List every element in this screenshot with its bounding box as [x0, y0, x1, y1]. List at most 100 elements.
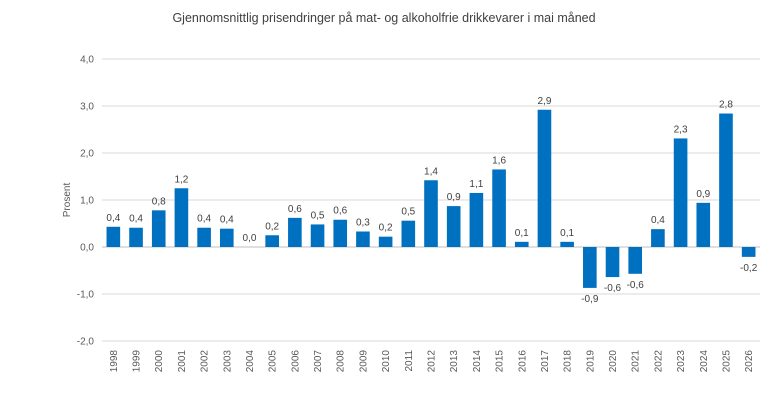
x-tick-label: 1999 — [132, 350, 143, 373]
y-tick-label: 4,0 — [80, 55, 94, 66]
bar-2005 — [265, 235, 279, 247]
x-tick-label: 2022 — [653, 350, 664, 373]
bar-2017 — [537, 109, 552, 247]
x-tick-label: 2026 — [744, 350, 755, 373]
bar-2002 — [197, 227, 211, 247]
bar-2023 — [673, 138, 688, 247]
x-tick-label: 2024 — [699, 350, 710, 373]
data-label: 0,2 — [379, 223, 393, 234]
bar-2020 — [605, 247, 620, 278]
y-tick-label: 1,0 — [80, 196, 94, 207]
x-tick-label: 2020 — [608, 350, 619, 373]
chart-title: Gjennomsnittlig prisendringer på mat- og… — [172, 11, 595, 25]
data-label: 0,9 — [696, 189, 710, 200]
x-tick-label: 2002 — [200, 350, 211, 373]
data-label: 0,4 — [220, 215, 234, 226]
x-tick-label: 2025 — [721, 350, 732, 373]
bar-2014 — [469, 192, 484, 247]
x-tick-label: 2012 — [427, 350, 438, 373]
x-tick-label: 2019 — [585, 350, 596, 373]
bar-2024 — [696, 202, 711, 247]
data-label: 0,1 — [560, 228, 574, 239]
bar-2013 — [446, 206, 461, 247]
data-label: -0,6 — [604, 283, 622, 294]
x-tick-label: 2007 — [313, 350, 324, 373]
data-label: 1,4 — [424, 166, 438, 177]
data-label: 0,3 — [356, 217, 370, 228]
data-label: 0,5 — [401, 207, 415, 218]
x-tick-label: 2009 — [358, 350, 369, 373]
bar-2003 — [219, 228, 234, 247]
bar-2021 — [628, 247, 643, 274]
data-label: 0,2 — [265, 221, 279, 232]
bar-2001 — [174, 188, 189, 247]
y-axis-title: Prosent — [62, 183, 73, 218]
x-tick-label: 2011 — [404, 350, 415, 372]
data-label: -0,2 — [740, 263, 758, 274]
x-tick-label: 1998 — [109, 350, 120, 373]
y-tick-label: -1,0 — [77, 290, 95, 301]
bar-2009 — [356, 231, 370, 247]
x-tick-label: 2008 — [336, 350, 347, 373]
y-tick-label: -2,0 — [77, 337, 95, 348]
bar-2022 — [651, 229, 665, 247]
bar-2026 — [741, 247, 756, 257]
data-label: 2,9 — [537, 96, 551, 107]
x-tick-label: 2000 — [154, 350, 165, 373]
y-tick-label: 3,0 — [80, 102, 94, 113]
x-tick-label: 2014 — [472, 350, 483, 373]
data-label: 0,4 — [651, 215, 665, 226]
x-tick-label: 2018 — [563, 350, 574, 373]
data-label: 0,4 — [106, 213, 120, 224]
bars — [106, 109, 756, 288]
bar-2016 — [514, 241, 529, 247]
x-tick-label: 2001 — [177, 350, 188, 373]
data-label: -0,6 — [627, 280, 645, 291]
x-tick-label: 2021 — [631, 350, 642, 373]
bar-2008 — [333, 219, 348, 247]
data-label: 0,4 — [197, 214, 211, 225]
bar-2019 — [583, 247, 597, 288]
y-tick-label: 0,0 — [80, 243, 94, 254]
data-label: 0,8 — [152, 196, 166, 207]
data-label: 0,6 — [288, 204, 302, 215]
data-label: 0,6 — [333, 206, 347, 217]
bar-1998 — [106, 226, 121, 247]
x-tick-label: 2006 — [290, 350, 301, 373]
data-label: 0,0 — [243, 233, 257, 244]
data-label: 1,6 — [492, 155, 506, 166]
bar-2018 — [560, 241, 574, 247]
x-tick-label: 2003 — [222, 350, 233, 373]
x-tick-label: 2017 — [540, 350, 551, 373]
bar-2015 — [492, 169, 506, 247]
y-tick-label: 2,0 — [80, 149, 94, 160]
bar-2025 — [719, 113, 733, 248]
bar-2006 — [288, 217, 302, 247]
x-tick-label: 2010 — [381, 350, 392, 373]
data-label: 1,2 — [174, 174, 188, 185]
x-axis-ticks: 1998 1999 2000 2001 2002 2003 2004 2005 2006 2007… — [109, 350, 755, 373]
data-label: 1,1 — [469, 179, 483, 190]
x-tick-label: 2023 — [676, 350, 687, 373]
data-labels: 0,4 0,4 0,8 1,2 0,4 0,4 0,0 0,2 0,6 0,5 0,6 0,3 0,2 0… — [106, 96, 757, 305]
bar-1999 — [129, 227, 143, 247]
x-tick-label: 2013 — [449, 350, 460, 373]
bar-2000 — [151, 210, 166, 247]
bar-2012 — [424, 180, 438, 247]
data-label: 2,8 — [719, 100, 733, 111]
x-tick-label: 2015 — [495, 350, 506, 373]
bar-2007 — [310, 224, 325, 247]
data-label: 0,5 — [311, 210, 325, 221]
data-label: 0,4 — [129, 214, 143, 225]
data-label: 0,9 — [447, 192, 461, 203]
bar-2010 — [378, 236, 393, 247]
bar-2011 — [401, 220, 416, 247]
x-tick-label: 2016 — [517, 350, 528, 373]
data-label: 0,1 — [515, 228, 529, 239]
y-axis-ticks: -2,0 -1,0 0,0 1,0 2,0 3,0 4,0 — [77, 55, 95, 348]
data-label: 2,3 — [674, 124, 688, 135]
data-label: -0,9 — [581, 294, 599, 305]
x-tick-label: 2004 — [245, 350, 256, 373]
x-tick-label: 2005 — [268, 350, 279, 373]
